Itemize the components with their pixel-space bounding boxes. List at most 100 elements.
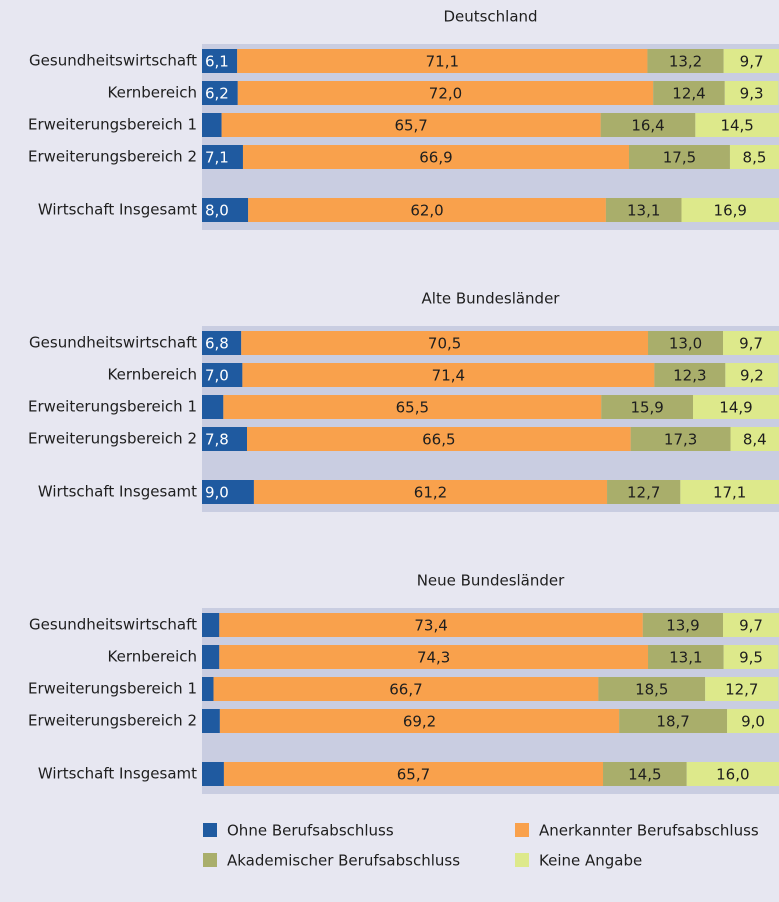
bar-segment [219,709,620,733]
bar-segment [723,331,779,355]
category-label: Gesundheitswirtschaft [29,334,197,352]
value-label: 15,9 [630,399,663,417]
category-label: Kernbereich [108,366,197,384]
bar-segment [202,395,224,419]
value-label: 65,7 [397,766,430,784]
bar-segment [648,645,724,669]
bar-segment [219,645,649,669]
bar-segment [221,113,601,137]
value-label: 71,4 [432,367,465,385]
category-label: Wirtschaft Insgesamt [38,483,197,501]
value-label: 65,7 [394,117,427,135]
category-label: Erweiterungsbereich 2 [28,148,197,166]
bar-segment [202,613,220,637]
bar-segment [628,145,730,169]
bar-segment [253,480,608,504]
value-label: 66,7 [389,681,422,699]
value-label: 18,5 [635,681,668,699]
bar-segment [619,709,728,733]
value-label: 73,4 [414,617,447,635]
bar-segment [219,613,643,637]
bar-segment [242,145,629,169]
bar-segment [724,81,779,105]
legend-label: Ohne Berufsabschluss [227,822,394,840]
bar-segment [202,709,220,733]
category-label: Wirtschaft Insgesamt [38,201,197,219]
bar-segment [693,395,779,419]
bar-segment [237,81,654,105]
chart-title: Alte Bundesländer [422,290,561,308]
value-label: 12,7 [627,484,660,502]
value-label: 12,3 [673,367,706,385]
bar-segment [653,81,725,105]
bar-segment [680,480,779,504]
bar-segment [600,113,696,137]
value-label: 7,8 [205,431,229,449]
value-label: 9,0 [205,484,229,502]
bar-segment [642,613,724,637]
value-label: 9,7 [739,335,763,353]
bar-segment [241,331,649,355]
legend-label: Keine Angabe [539,852,642,870]
value-label: 8,4 [743,431,767,449]
value-label: 8,0 [205,202,229,220]
bar-segment [202,81,238,105]
value-label: 66,9 [419,149,452,167]
legend-swatch [515,853,529,867]
bar-segment [202,113,222,137]
value-label: 70,5 [428,335,461,353]
category-label: Erweiterungsbereich 1 [28,398,197,416]
value-label: 66,5 [422,431,455,449]
bar-segment [237,49,648,73]
value-label: 14,5 [628,766,661,784]
category-label: Erweiterungsbereich 1 [28,680,197,698]
bar-segment [723,49,779,73]
bar-segment [202,677,214,701]
value-label: 12,7 [725,681,758,699]
value-label: 7,0 [205,367,229,385]
legend-swatch [203,853,217,867]
value-label: 7,1 [205,149,229,167]
value-label: 6,1 [205,53,229,71]
value-label: 9,0 [741,713,765,731]
value-label: 13,0 [669,335,702,353]
bar-segment [605,198,682,222]
bar-segment [723,613,779,637]
bar-segment [730,427,779,451]
category-label: Erweiterungsbereich 1 [28,116,197,134]
value-label: 16,4 [631,117,664,135]
value-label: 9,5 [739,649,763,667]
bar-segment [725,363,779,387]
value-label: 6,8 [205,335,229,353]
value-label: 13,1 [669,649,702,667]
value-label: 17,1 [713,484,746,502]
bar-segment [648,331,724,355]
bar-segment [729,145,779,169]
value-label: 12,4 [672,85,705,103]
category-label: Kernbereich [108,648,197,666]
bar-segment [202,645,220,669]
value-label: 74,3 [417,649,450,667]
value-label: 72,0 [429,85,462,103]
value-label: 13,2 [669,53,702,71]
legend-swatch [515,823,529,837]
bar-segment [727,709,779,733]
chart-title: Deutschland [443,8,537,26]
category-label: Gesundheitswirtschaft [29,616,197,634]
bar-segment [647,49,724,73]
value-label: 13,1 [627,202,660,220]
bar-segment [202,480,254,504]
chart-title: Neue Bundesländer [417,572,565,590]
bar-segment [202,145,243,169]
value-label: 6,2 [205,85,229,103]
bar-segment [695,113,779,137]
bar-segment [247,427,631,451]
value-label: 9,2 [740,367,764,385]
bar-segment [223,762,604,786]
bar-segment [723,645,779,669]
bar-segment [202,427,248,451]
bar-segment [213,677,599,701]
category-label: Erweiterungsbereich 2 [28,430,197,448]
value-label: 18,7 [656,713,689,731]
